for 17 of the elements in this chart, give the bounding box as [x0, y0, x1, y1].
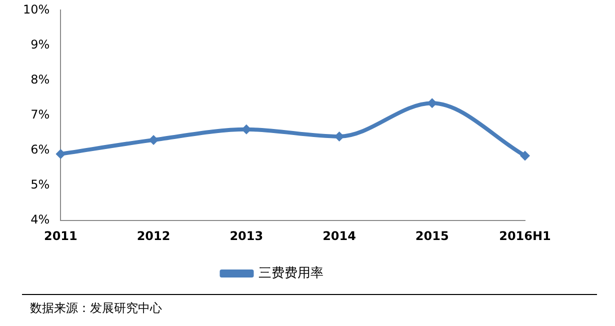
point	[56, 148, 66, 159]
y-tick-label: 7%	[30, 108, 50, 122]
y-tick-label: 4%	[30, 212, 50, 227]
x-tick-label: 2014	[322, 228, 356, 243]
x-tick-label: 2015	[415, 228, 449, 243]
source-note: 数据来源：发展研究中心	[30, 300, 162, 317]
y-tick-label: 10%	[23, 2, 50, 16]
point	[520, 150, 530, 161]
y-tick-label: 8%	[30, 72, 50, 86]
y-tick-label: 9%	[30, 37, 50, 52]
y-tick-label: 5%	[30, 178, 50, 192]
legend-label: 三费费用率	[258, 264, 324, 281]
y-tick-label: 6%	[30, 142, 50, 157]
x-tick-label: 2012	[136, 228, 170, 243]
x-tick-label: 2011	[44, 228, 78, 243]
x-tick-label: 2016H1	[499, 228, 551, 243]
x-tick-label: 2013	[230, 228, 264, 243]
